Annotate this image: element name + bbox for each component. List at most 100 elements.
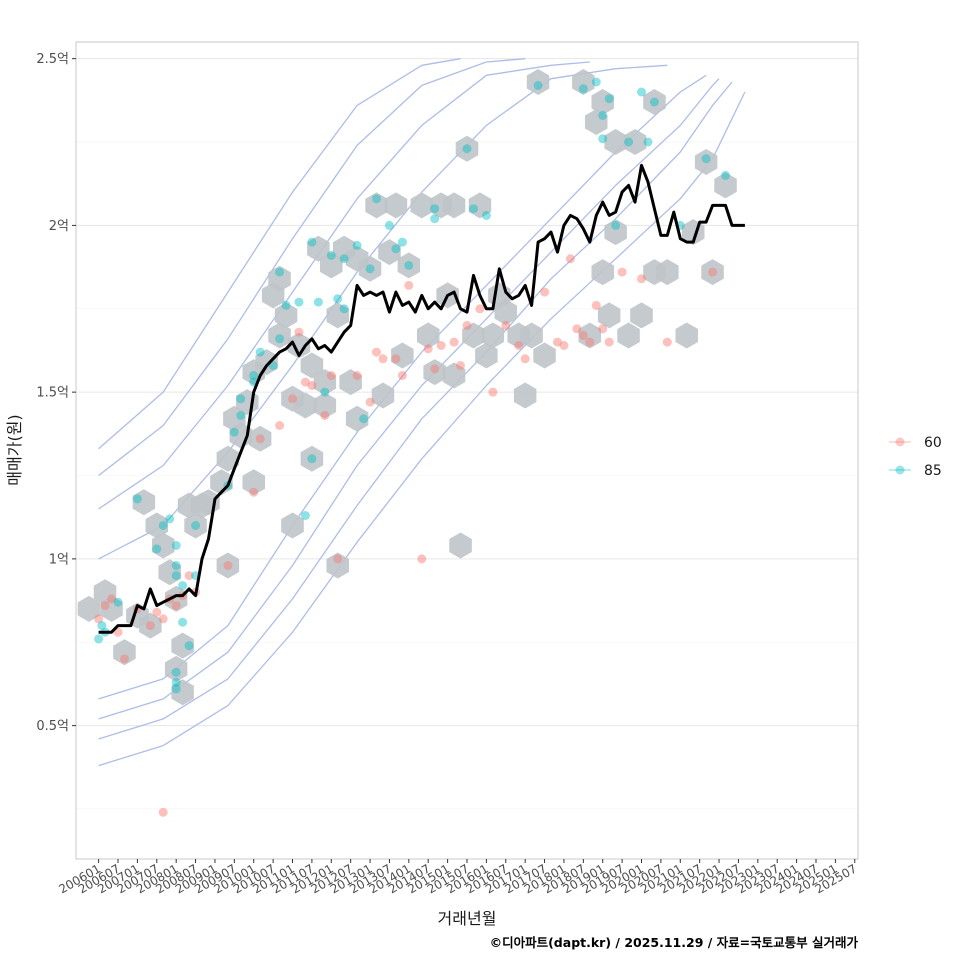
hexbin-cell bbox=[268, 322, 291, 349]
hexbin-cell bbox=[572, 69, 595, 95]
point-60 bbox=[565, 254, 575, 264]
point-60 bbox=[378, 354, 388, 364]
hexbin-cell bbox=[274, 302, 298, 329]
point-60 bbox=[320, 411, 330, 420]
point-85 bbox=[462, 144, 472, 154]
hexbin-cell bbox=[442, 192, 466, 219]
point-60 bbox=[365, 397, 375, 407]
legend-key-85 bbox=[895, 465, 905, 475]
point-60 bbox=[637, 274, 646, 284]
hexbin-cell bbox=[216, 552, 240, 579]
hexbin-cell bbox=[210, 469, 233, 496]
hexbin-cell bbox=[320, 252, 343, 279]
hexbin-cell bbox=[591, 89, 614, 115]
point-85 bbox=[171, 571, 181, 581]
point-60 bbox=[94, 614, 104, 624]
point-60 bbox=[294, 327, 304, 337]
density-contour bbox=[98, 58, 461, 450]
point-60 bbox=[436, 341, 446, 350]
point-60 bbox=[572, 324, 582, 334]
hexbin-cell bbox=[229, 422, 253, 449]
density-contour bbox=[98, 61, 590, 510]
point-85 bbox=[611, 220, 621, 230]
point-60 bbox=[520, 354, 530, 364]
density-contours bbox=[98, 58, 746, 767]
point-60 bbox=[100, 601, 110, 611]
point-60 bbox=[456, 361, 465, 370]
hexbin-cell bbox=[281, 512, 304, 539]
point-60 bbox=[333, 554, 343, 564]
legend: 60 85 bbox=[889, 435, 942, 479]
hexbin-cell bbox=[313, 369, 337, 396]
point-85 bbox=[255, 347, 265, 357]
hexbin-cell bbox=[307, 235, 330, 262]
hexbin-cell bbox=[345, 405, 369, 432]
density-contour bbox=[98, 58, 526, 477]
point-60 bbox=[591, 300, 601, 310]
panel-background bbox=[76, 42, 858, 859]
point-60 bbox=[662, 337, 672, 347]
point-85 bbox=[236, 411, 246, 420]
point-85 bbox=[339, 304, 349, 314]
hexbin-cell bbox=[630, 302, 653, 329]
hexbin-cell bbox=[184, 512, 207, 539]
point-60 bbox=[423, 344, 433, 354]
point-85 bbox=[184, 641, 194, 651]
point-85 bbox=[365, 264, 375, 274]
point-85 bbox=[152, 544, 162, 554]
point-85 bbox=[275, 334, 285, 344]
scatter-points bbox=[94, 77, 730, 817]
hexbin-cell bbox=[591, 259, 614, 286]
hexbin-cell bbox=[171, 679, 194, 706]
hexbin-cell bbox=[100, 595, 123, 622]
point-85 bbox=[178, 617, 188, 627]
hexbin-cell bbox=[287, 332, 311, 359]
hexbin-cell bbox=[410, 192, 433, 219]
point-60 bbox=[158, 807, 168, 817]
point-60 bbox=[430, 364, 440, 374]
point-85 bbox=[533, 80, 543, 90]
hexbin-cell bbox=[384, 192, 408, 219]
hexbin-cell bbox=[391, 342, 414, 369]
hexbin-cell bbox=[358, 255, 382, 282]
point-60 bbox=[585, 337, 595, 347]
point-85 bbox=[721, 170, 730, 180]
point-60 bbox=[288, 394, 297, 404]
point-60 bbox=[352, 371, 362, 380]
point-85 bbox=[384, 220, 394, 230]
hexbin-cell bbox=[113, 639, 136, 666]
point-85 bbox=[372, 194, 381, 204]
y-tick-label: 1.5억 bbox=[36, 386, 69, 401]
point-85 bbox=[598, 110, 608, 120]
hexbin-cell bbox=[604, 219, 627, 246]
hexbin-cell bbox=[468, 192, 492, 219]
hexbin-cell bbox=[145, 512, 168, 539]
hexbin-cell bbox=[313, 392, 337, 419]
point-85 bbox=[191, 521, 201, 530]
point-85 bbox=[397, 237, 407, 247]
hexbin-cell bbox=[578, 322, 602, 349]
hexbin-cell bbox=[378, 239, 401, 266]
hexbin-cell bbox=[77, 595, 101, 622]
hexbin-cell bbox=[513, 382, 537, 409]
point-60 bbox=[475, 304, 485, 314]
point-60 bbox=[559, 341, 569, 350]
hexbin-cell bbox=[656, 259, 679, 286]
hexbin-cell bbox=[248, 425, 272, 452]
y-tick-label: 2억 bbox=[49, 219, 69, 234]
point-60 bbox=[514, 341, 524, 350]
density-contour bbox=[98, 91, 746, 767]
hexbin-cell bbox=[526, 69, 550, 95]
point-85 bbox=[481, 210, 491, 220]
point-60 bbox=[417, 554, 427, 564]
point-85 bbox=[578, 84, 588, 94]
hexbin-cell bbox=[164, 655, 188, 682]
hexbin-cell bbox=[339, 369, 362, 396]
hexbin-cell bbox=[397, 252, 421, 279]
hexbin-cell bbox=[442, 362, 466, 389]
y-tick-label: 0.5억 bbox=[36, 719, 69, 734]
point-60 bbox=[120, 654, 129, 664]
point-85 bbox=[624, 137, 634, 147]
point-85 bbox=[404, 260, 414, 270]
hexbin-cell bbox=[300, 352, 324, 379]
